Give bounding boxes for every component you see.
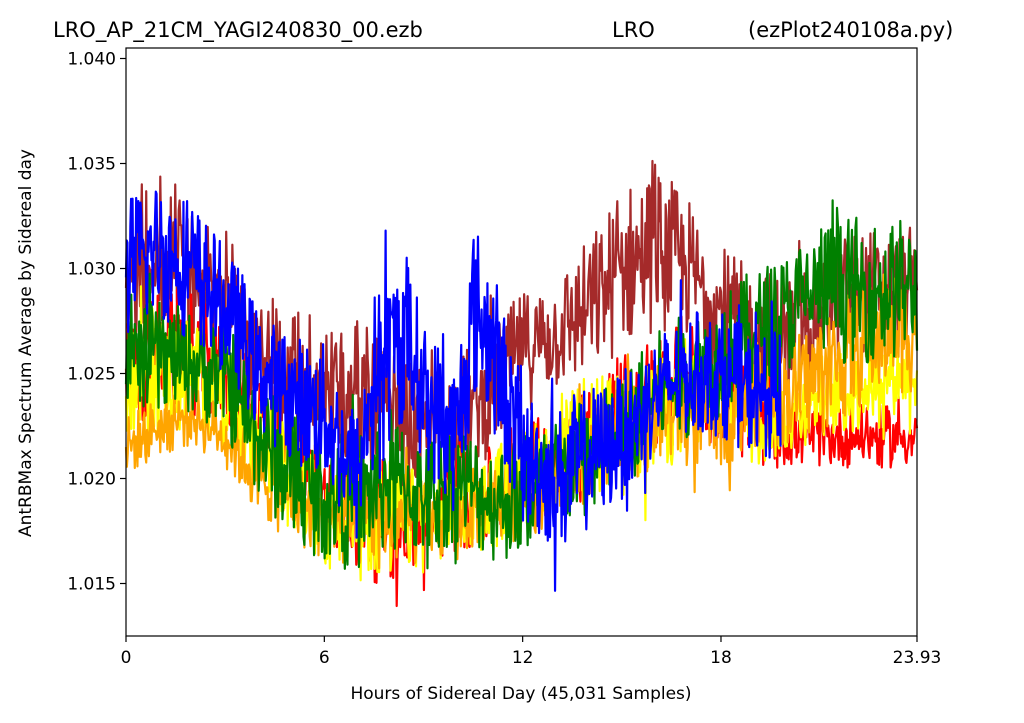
y-tick-label: 1.020: [67, 470, 116, 490]
x-tick-label: 6: [319, 648, 330, 668]
y-tick-label: 1.040: [67, 50, 116, 70]
y-axis: 1.015 1.020 1.025 1.030 1.035 1.040: [67, 50, 126, 595]
x-tick-label: 0: [121, 648, 132, 668]
x-axis: 0 6 12 18 23.93: [121, 636, 942, 668]
x-tick-label: 18: [710, 648, 732, 668]
y-tick-label: 1.030: [67, 260, 116, 280]
y-tick-label: 1.025: [67, 365, 116, 385]
plot-frame: [125, 47, 918, 637]
y-axis-label: AntRBMax Spectrum Average by Sidereal da…: [16, 149, 36, 537]
x-axis-label: Hours of Sidereal Day (45,031 Samples): [350, 684, 691, 704]
chart-title-location: LRO: [612, 18, 655, 42]
y-tick-label: 1.015: [67, 575, 116, 595]
series-line-6: [124, 190, 782, 592]
chart-title-script: (ezPlot240108a.py): [748, 18, 953, 42]
series-layer: [124, 159, 919, 608]
x-tick-label: 12: [512, 648, 534, 668]
chart-title-filename: LRO_AP_21CM_YAGI240830_00.ezb: [53, 18, 423, 43]
x-tick-label: 23.93: [893, 648, 942, 668]
y-tick-label: 1.035: [67, 155, 116, 175]
